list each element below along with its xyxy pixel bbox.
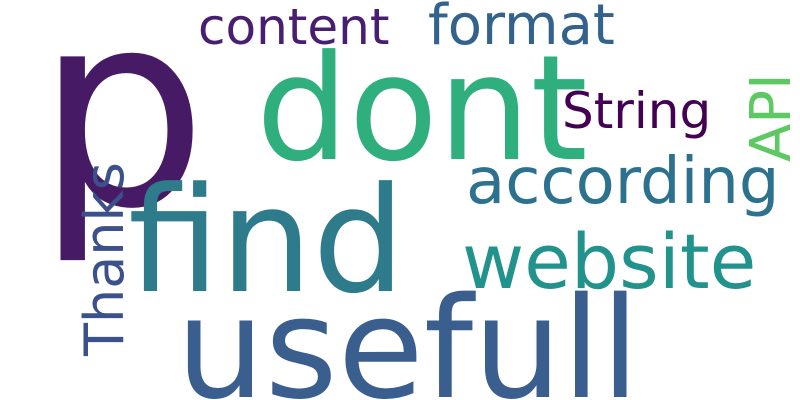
word-find: find [128, 156, 406, 326]
word-usefull: usefull [176, 268, 640, 400]
word-thanks: Thanks [73, 162, 136, 356]
word-api: API [739, 73, 800, 162]
word-p: p [36, 0, 208, 268]
word-content: content [198, 0, 390, 56]
word-according: according [466, 145, 780, 219]
word-website: website [462, 217, 757, 306]
word-string: String [562, 82, 712, 140]
word-dont: dont [256, 24, 588, 194]
word-format: format [428, 0, 615, 58]
